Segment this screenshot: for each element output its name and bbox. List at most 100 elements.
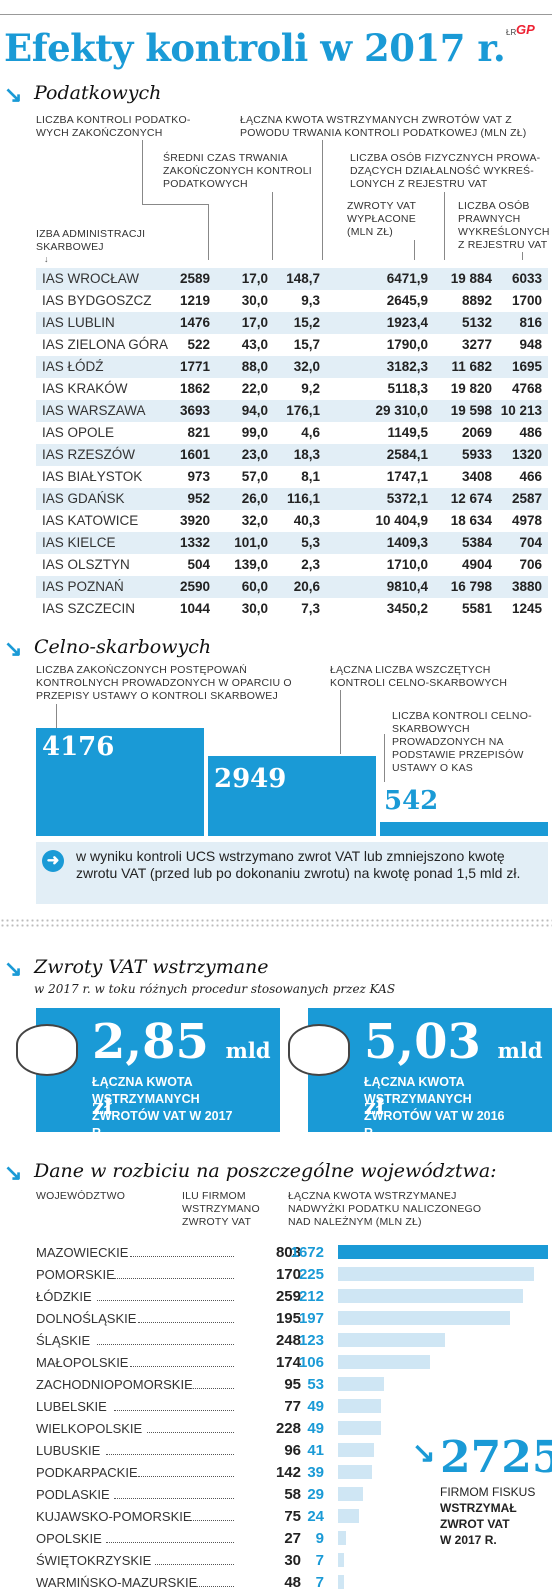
col-kwota-wstrzymana: 7,3 — [301, 601, 320, 616]
total-label-line: W 2017 R. — [440, 1533, 497, 1547]
col-sredni-czas: 22,0 — [241, 381, 268, 396]
col-osoby-prawne: 4978 — [511, 513, 542, 528]
amount-bar — [338, 1245, 548, 1259]
total-label-line: FIRMOM FISKUS — [440, 1485, 536, 1499]
col-liczba-kontroli: 504 — [187, 557, 210, 572]
voivodeship-name: LUBELSKIE — [36, 1399, 107, 1414]
col-sredni-czas: 94,0 — [241, 403, 268, 418]
author-credit: ŁR — [506, 28, 517, 37]
total-label-line: WSTRZYMAŁ — [440, 1501, 517, 1515]
col-kwota-wstrzymana: 9,3 — [301, 293, 320, 308]
col-osoby-prawne: 6033 — [511, 271, 542, 286]
col-liczba-kontroli: 973 — [187, 469, 210, 484]
amount-value: 24 — [307, 1508, 324, 1525]
header-sredni-czas: ŚREDNI CZAS TRWANIA ZAKOŃCZONYCH KONTROL… — [163, 152, 312, 190]
total-value: 2725 — [440, 1432, 552, 1483]
header-laczna-kwota: ŁĄCZNA KWOTA WSTRZYMANYCH ZWROTÓW VAT Z … — [240, 114, 527, 139]
col-osoby-fizyczne: 5132 — [461, 315, 492, 330]
list-item: KUJAWSKO-POMORSKIE 75 24 — [36, 1506, 551, 1528]
col-sredni-czas: 99,0 — [241, 425, 268, 440]
voivodeship-name: WIELKOPOLSKIE — [36, 1421, 143, 1436]
col-osoby-fizyczne: 8892 — [461, 293, 492, 308]
amount-value: 7 — [315, 1552, 324, 1569]
list-item: OPOLSKIE 27 9 — [36, 1528, 551, 1550]
label-wszczete-kontrole: ŁĄCZNA LICZBA WSZCZĘTYCH KONTROLI CELNO-… — [330, 664, 508, 689]
col-sredni-czas: 88,0 — [241, 359, 268, 374]
col-liczba-kontroli: 2589 — [179, 271, 210, 286]
page-title: Efekty kontroli w 2017 r. — [4, 26, 506, 70]
section-title-zwroty: Zwroty VAT wstrzymane — [34, 956, 269, 978]
col-osoby-prawne: 1320 — [511, 447, 542, 462]
col-zwroty-vat: 29 310,0 — [375, 403, 428, 418]
col-osoby-prawne: 466 — [519, 469, 542, 484]
col-sredni-czas: 23,0 — [241, 447, 268, 462]
izba-name: IAS KIELCE — [42, 535, 116, 550]
amount-bar — [338, 1333, 446, 1347]
amount-value: 49 — [307, 1420, 324, 1437]
col-zwroty-vat: 1790,0 — [386, 337, 428, 352]
leader-dots — [187, 1388, 234, 1389]
col-osoby-prawne: 704 — [519, 535, 542, 550]
table-row: IAS OLSZTYN 504 139,0 2,3 1710,0 4904 706 — [36, 554, 548, 576]
amount-bar — [338, 1531, 346, 1545]
col-zwroty-vat: 6471,9 — [386, 271, 428, 286]
col-kwota-wstrzymana: 2,3 — [301, 557, 320, 572]
leader-dots — [138, 1476, 234, 1477]
amount-value: 41 — [307, 1442, 324, 1459]
connector-line — [208, 204, 209, 260]
col-liczba-kontroli: 1219 — [179, 293, 210, 308]
table-row: IAS KIELCE 1332 101,0 5,3 1409,3 5384 704 — [36, 532, 548, 554]
bar-4176 — [36, 728, 204, 836]
table-row: IAS GDAŃSK 952 26,0 116,1 5372,1 12 674 2587 — [36, 488, 548, 510]
col-sredni-czas: 30,0 — [241, 293, 268, 308]
connector-line — [384, 734, 385, 782]
izba-name: IAS OPOLE — [42, 425, 115, 440]
col-liczba-kontroli: 1044 — [179, 601, 210, 616]
col-osoby-prawne: 2587 — [511, 491, 542, 506]
izba-name: IAS WARSZAWA — [42, 403, 146, 418]
col-kwota-wstrzymana: 20,6 — [293, 579, 320, 594]
coins-icon — [288, 1024, 350, 1076]
col-osoby-fizyczne: 16 798 — [450, 579, 492, 594]
leader-dots — [195, 1586, 234, 1587]
amount-value: 49 — [307, 1398, 324, 1415]
voivodeship-name: PODKARPACKIE — [36, 1465, 138, 1480]
leader-dots — [97, 1344, 234, 1345]
list-item: LUBUSKIE 96 41 — [36, 1440, 551, 1462]
amount-bar — [338, 1487, 364, 1501]
section-subtitle: w 2017 r. w toku różnych procedur stosow… — [34, 982, 396, 996]
header-laczna-kwota-nadwyzki: ŁĄCZNA KWOTA WSTRZYMANEJ NADWYŻKI PODATK… — [288, 1190, 482, 1228]
col-sredni-czas: 43,0 — [241, 337, 268, 352]
bar-542 — [380, 822, 548, 836]
amount-bar — [338, 1377, 385, 1391]
col-osoby-fizyczne: 5933 — [461, 447, 492, 462]
col-kwota-wstrzymana: 18,3 — [293, 447, 320, 462]
list-item: MAŁOPOLSKIE 174 106 — [36, 1352, 551, 1374]
voivodeship-name: ŚWIĘTOKRZYSKIE — [36, 1553, 152, 1568]
col-sredni-czas: 17,0 — [241, 315, 268, 330]
col-kwota-wstrzymana: 5,3 — [301, 535, 320, 550]
voivodeship-name: PODLASKIE — [36, 1487, 110, 1502]
card-2017: 2,85 mld zł ŁĄCZNA KWOTA WSTRZYMANYCH ZW… — [36, 1008, 280, 1140]
gp-logo: GP — [516, 22, 535, 37]
table-row: IAS ŁÓDŹ 1771 88,0 32,0 3182,3 11 682 1695 — [36, 356, 548, 378]
voivodeship-name: KUJAWSKO-POMORSKIE — [36, 1509, 192, 1524]
col-osoby-fizyczne: 5384 — [461, 535, 492, 550]
col-osoby-fizyczne: 4904 — [461, 557, 492, 572]
amount-value: 53 — [307, 1376, 324, 1393]
card-2017-label: ŁĄCZNA KWOTA WSTRZYMANYCH ZWROTÓW VAT W … — [92, 1075, 233, 1140]
izba-name: IAS ZIELONA GÓRA — [42, 337, 169, 352]
col-zwroty-vat: 2645,9 — [386, 293, 428, 308]
amount-value: 1672 — [290, 1244, 324, 1261]
table-row: IAS ZIELONA GÓRA 522 43,0 15,7 1790,0 3277 948 — [36, 334, 548, 356]
amount-value: 106 — [298, 1354, 324, 1371]
leader-dots — [146, 1432, 234, 1433]
izba-name: IAS LUBLIN — [42, 315, 115, 330]
col-sredni-czas: 101,0 — [234, 535, 268, 550]
col-zwroty-vat: 1710,0 — [386, 557, 428, 572]
col-zwroty-vat: 2584,1 — [386, 447, 428, 462]
col-osoby-fizyczne: 2069 — [461, 425, 492, 440]
col-osoby-fizyczne: 3277 — [461, 337, 492, 352]
total-arrow-icon: ↘ — [412, 1437, 436, 1468]
col-sredni-czas: 32,0 — [241, 513, 268, 528]
